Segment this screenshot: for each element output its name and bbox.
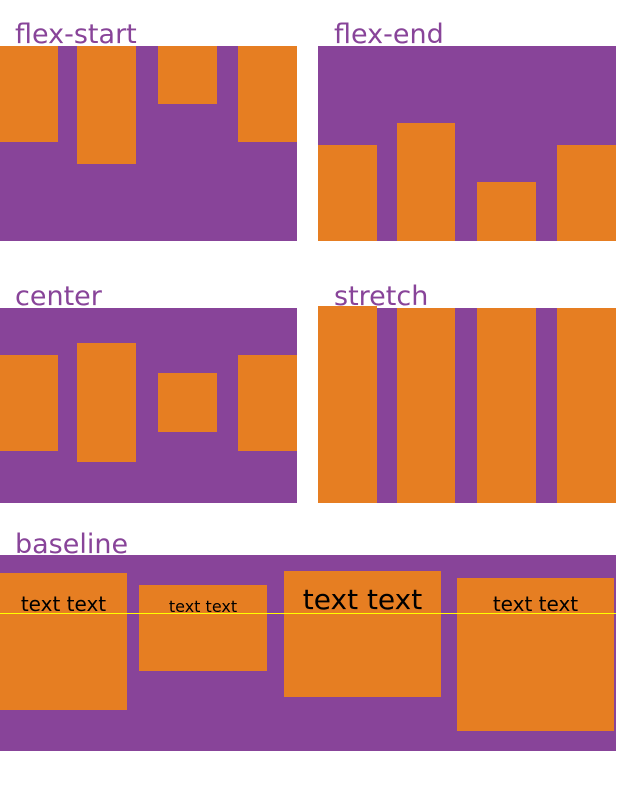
- item-text: text text: [168, 597, 238, 616]
- flex-item: [0, 46, 58, 142]
- panel-label: flex-start: [15, 19, 137, 50]
- flex-item: [457, 578, 614, 731]
- flex-item: [397, 308, 455, 503]
- flex-item: [397, 123, 455, 241]
- flex-item: [77, 343, 136, 462]
- flex-item: [0, 355, 58, 451]
- flex-item: [158, 373, 217, 432]
- panel-label: flex-end: [334, 19, 444, 50]
- baseline-guide: [0, 613, 616, 614]
- flex-item: [139, 585, 267, 671]
- flex-item: [284, 571, 441, 697]
- flex-item: [477, 308, 536, 503]
- flex-item: [557, 145, 616, 241]
- flex-item: [557, 308, 616, 503]
- panel-label: baseline: [15, 529, 129, 560]
- flex-item: [318, 306, 377, 503]
- flex-item: [238, 46, 297, 142]
- flex-item: [77, 46, 136, 164]
- item-text: text text: [492, 592, 579, 616]
- panel-label: center: [15, 281, 102, 312]
- flex-item: [0, 573, 127, 710]
- flex-item: [318, 145, 377, 241]
- flex-item: [158, 46, 217, 104]
- item-text: text text: [302, 583, 423, 616]
- flex-item: [477, 182, 536, 241]
- flex-item: [238, 355, 297, 451]
- item-text: text text: [20, 592, 107, 616]
